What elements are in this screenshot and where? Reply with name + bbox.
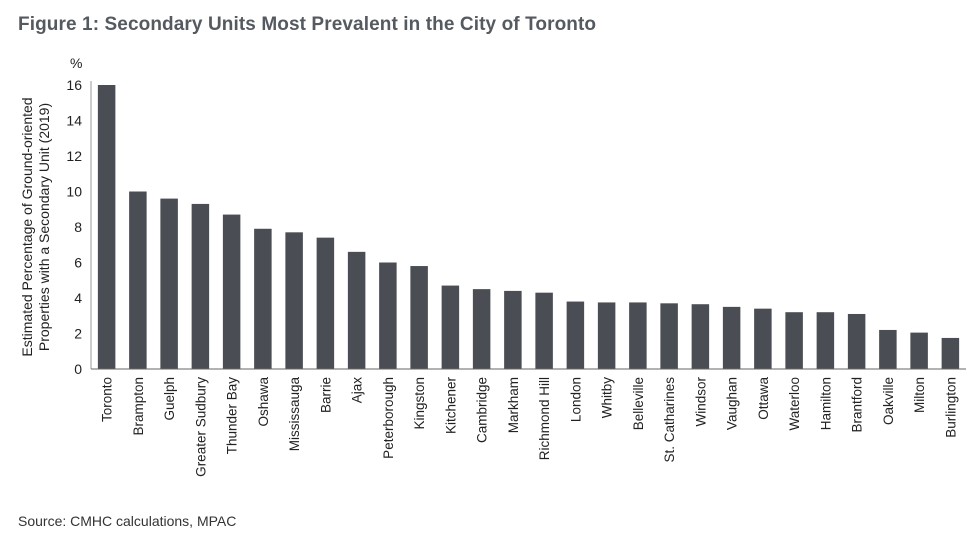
- y-tick-label: 16: [66, 77, 82, 93]
- bar: [379, 262, 397, 369]
- bar: [816, 312, 835, 369]
- bar: [222, 214, 241, 369]
- bars: [97, 85, 960, 369]
- bar: [691, 304, 710, 369]
- x-category-label: Oshawa: [256, 377, 271, 427]
- x-category-label: London: [568, 377, 583, 422]
- y-axis-unit: %: [70, 55, 82, 71]
- bar: [441, 285, 460, 369]
- bar: [129, 191, 147, 369]
- x-category-label: Vaughan: [725, 377, 740, 430]
- x-category-label: Brantford: [850, 377, 865, 433]
- y-axis-title: Estimated Percentage of Ground-oriented P…: [19, 97, 52, 356]
- x-category-label: Hamilton: [818, 377, 833, 430]
- bar: [566, 301, 585, 369]
- x-category-label: Whitby: [600, 377, 615, 419]
- y-tick-label: 2: [74, 326, 82, 342]
- x-category-label: Windsor: [693, 377, 708, 427]
- bar: [472, 289, 491, 369]
- x-category-label: Barrie: [318, 377, 333, 413]
- bar: [410, 266, 428, 369]
- x-category-label: Mississauga: [287, 377, 302, 452]
- x-category-label: Kitchener: [443, 377, 458, 435]
- bar: [535, 292, 553, 369]
- x-category-label: Burlington: [943, 377, 958, 438]
- x-category-label: St. Catharines: [662, 377, 677, 463]
- y-tick-label: 8: [74, 219, 82, 235]
- bar: [879, 329, 897, 369]
- x-category-label: Markham: [506, 377, 521, 433]
- bar: [785, 312, 803, 369]
- y-axis-ticks: 0 2 4 6 8 10 12 14 16: [66, 77, 82, 377]
- x-category-label: Peterborough: [381, 377, 396, 459]
- y-axis-title-line: Properties with a Secondary Unit (2019): [36, 103, 52, 351]
- bar: [160, 198, 178, 369]
- y-tick-label: 12: [66, 148, 82, 164]
- x-category-label: Toronto: [100, 377, 115, 422]
- x-category-label: Thunder Bay: [225, 377, 240, 455]
- bar: [910, 332, 928, 369]
- bar: [97, 85, 116, 369]
- x-axis-labels: Toronto Brampton Guelph Greater Sudbury Thun…: [100, 377, 959, 477]
- x-category-label: Ottawa: [756, 377, 771, 420]
- bar: [597, 302, 616, 369]
- x-category-label: Waterloo: [787, 377, 802, 431]
- bar: [285, 232, 303, 369]
- x-category-label: Oakville: [881, 377, 896, 425]
- bar: [347, 251, 366, 369]
- x-category-label: Guelph: [162, 377, 177, 421]
- bar: [254, 228, 272, 369]
- x-category-label: Brampton: [131, 377, 146, 436]
- y-tick-label: 4: [74, 290, 82, 306]
- bar: [504, 290, 522, 369]
- bar: [847, 313, 866, 369]
- x-category-label: Ajax: [350, 377, 365, 404]
- x-category-label: Richmond Hill: [537, 377, 552, 460]
- y-axis-title-line: Estimated Percentage of Ground-oriented: [19, 97, 35, 356]
- chart-title: Figure 1: Secondary Units Most Prevalent…: [18, 14, 597, 35]
- bar: [722, 306, 741, 369]
- x-category-label: Kingston: [412, 377, 427, 430]
- x-category-label: Belleville: [631, 377, 646, 430]
- x-category-label: Greater Sudbury: [193, 377, 208, 477]
- bar: [941, 337, 960, 369]
- bar: [629, 302, 647, 369]
- x-category-label: Cambridge: [475, 377, 490, 443]
- y-tick-label: 14: [66, 113, 82, 129]
- y-tick-label: 0: [74, 361, 82, 377]
- source-note: Source: CMHC calculations, MPAC: [18, 513, 237, 529]
- bar: [316, 237, 335, 369]
- y-tick-label: 10: [66, 184, 82, 200]
- x-category-label: Milton: [912, 377, 927, 413]
- y-tick-label: 6: [74, 255, 82, 271]
- bar: [660, 303, 678, 369]
- bar: [191, 203, 210, 369]
- bar: [754, 308, 772, 369]
